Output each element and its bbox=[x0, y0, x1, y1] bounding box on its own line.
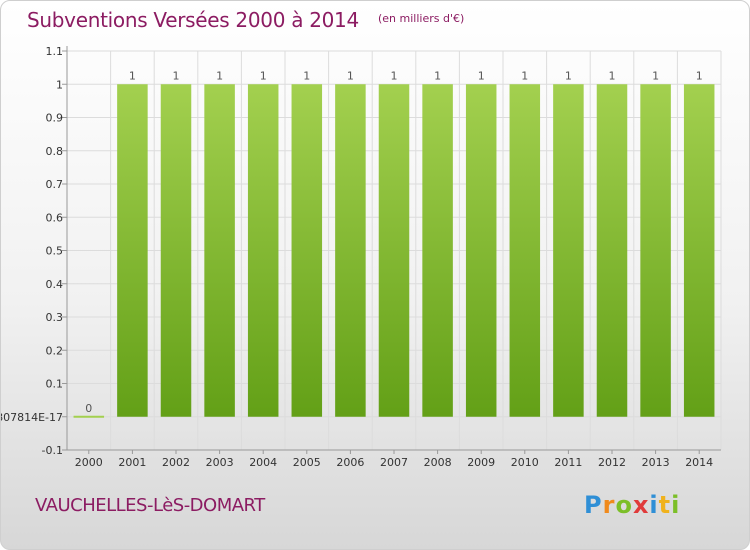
x-tick-label: 2008 bbox=[424, 456, 452, 469]
x-tick-label: 2001 bbox=[118, 456, 146, 469]
bar-2004 bbox=[247, 84, 279, 417]
x-tick-label: 2011 bbox=[554, 456, 582, 469]
x-tick-label: 2013 bbox=[642, 456, 670, 469]
x-tick-label: 2004 bbox=[249, 456, 277, 469]
bar-2011 bbox=[553, 84, 584, 417]
bar-2013 bbox=[640, 84, 671, 417]
data-label: 0 bbox=[85, 402, 92, 415]
data-label: 1 bbox=[565, 69, 572, 82]
bar-2009 bbox=[465, 84, 497, 417]
bar-2002 bbox=[160, 84, 192, 417]
logo-letter: i bbox=[649, 491, 659, 519]
y-tick-label: 0.6 bbox=[46, 211, 64, 224]
y-tick-label: 0.3 bbox=[46, 311, 64, 324]
x-tick-label: 2014 bbox=[685, 456, 713, 469]
logo-letter: t bbox=[658, 491, 672, 519]
y-tick-label: 1.1 bbox=[46, 45, 64, 58]
proxiti-logo: Proxiti bbox=[584, 491, 680, 519]
chart-title: Subventions Versées 2000 à 2014 bbox=[27, 8, 359, 32]
data-label: 1 bbox=[391, 69, 398, 82]
data-label: 1 bbox=[478, 69, 485, 82]
data-label: 1 bbox=[652, 69, 659, 82]
x-tick-label: 2012 bbox=[598, 456, 626, 469]
data-label: 1 bbox=[521, 69, 528, 82]
logo-letter: o bbox=[615, 491, 633, 519]
y-tick-label: 0.5 bbox=[46, 245, 64, 258]
y-tick-label: 0.2 bbox=[46, 344, 64, 357]
bar-2005 bbox=[291, 84, 323, 417]
bar-2007 bbox=[378, 84, 410, 417]
commune-name: VAUCHELLES-LèS-DOMART bbox=[35, 495, 265, 516]
data-label: 1 bbox=[216, 69, 223, 82]
x-tick-label: 2000 bbox=[75, 456, 103, 469]
data-label: 1 bbox=[434, 69, 441, 82]
y-tick-label: 1 bbox=[56, 78, 63, 91]
x-tick-label: 2002 bbox=[162, 456, 190, 469]
bar-2000 bbox=[73, 415, 105, 418]
logo-letter: r bbox=[602, 491, 616, 519]
data-label: 1 bbox=[696, 69, 703, 82]
y-tick-label: 0.1 bbox=[46, 378, 64, 391]
data-label: 1 bbox=[260, 69, 267, 82]
bar-2001 bbox=[117, 84, 148, 417]
logo-letter: i bbox=[671, 491, 681, 519]
x-tick-label: 2003 bbox=[206, 456, 234, 469]
data-label: 1 bbox=[129, 69, 136, 82]
y-tick-label: 1.3877787807814E-17 bbox=[1, 411, 63, 424]
logo-letter: x bbox=[632, 491, 650, 519]
y-tick-label: 0.9 bbox=[46, 112, 64, 125]
bar-2012 bbox=[596, 84, 628, 417]
x-tick-label: 2006 bbox=[336, 456, 364, 469]
chart-subtitle: (en milliers d'€) bbox=[378, 12, 465, 25]
bar-2003 bbox=[204, 84, 235, 417]
bar-2006 bbox=[335, 84, 366, 417]
data-label: 1 bbox=[609, 69, 616, 82]
x-tick-label: 2009 bbox=[467, 456, 495, 469]
y-tick-label: 0.7 bbox=[46, 178, 64, 191]
logo-letter: P bbox=[584, 491, 603, 519]
data-label: 1 bbox=[173, 69, 180, 82]
bar-2010 bbox=[509, 84, 541, 417]
y-tick-label: 0.8 bbox=[46, 145, 64, 158]
x-tick-label: 2005 bbox=[293, 456, 321, 469]
x-tick-label: 2007 bbox=[380, 456, 408, 469]
x-tick-label: 2010 bbox=[511, 456, 539, 469]
data-label: 1 bbox=[303, 69, 310, 82]
data-label: 1 bbox=[347, 69, 354, 82]
y-tick-label: -0.1 bbox=[42, 444, 63, 457]
bar-2014 bbox=[683, 84, 715, 417]
bar-2008 bbox=[422, 84, 453, 417]
y-tick-label: 0.4 bbox=[46, 278, 64, 291]
title-row: Subventions Versées 2000 à 2014 (en mill… bbox=[27, 8, 464, 32]
